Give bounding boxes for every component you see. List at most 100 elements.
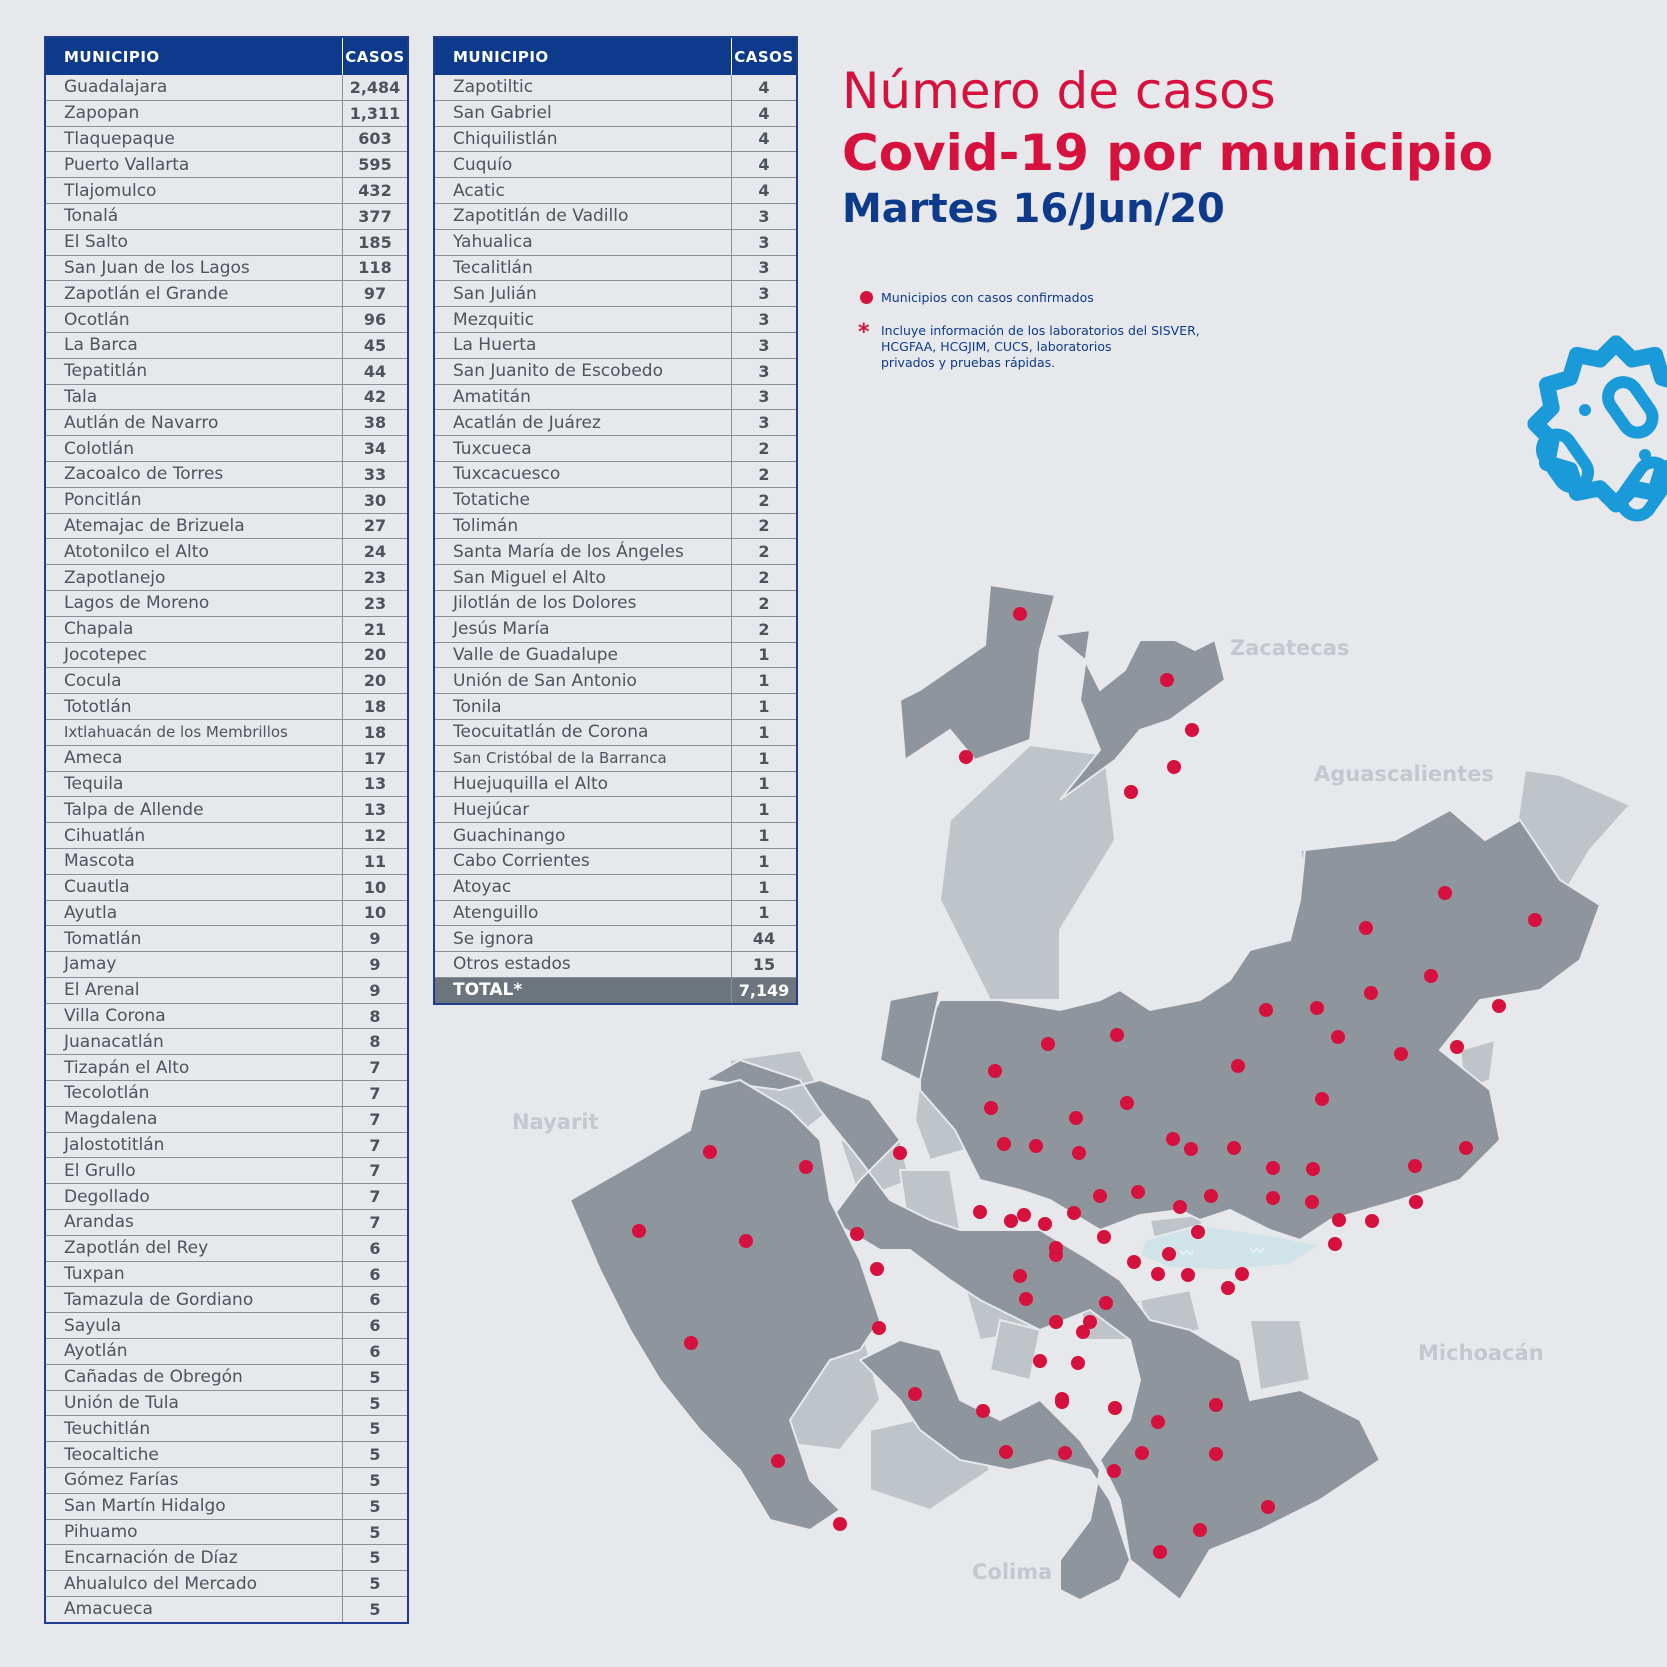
- table-row: San Juan de los Lagos 118: [45, 255, 408, 282]
- case-marker: [1191, 1225, 1205, 1239]
- municipio-cell: Colotlán: [45, 435, 343, 462]
- table-row: Tlajomulco 432: [45, 177, 408, 204]
- case-marker: [1492, 999, 1506, 1013]
- casos-cell: 6: [342, 1338, 408, 1365]
- case-marker: [1131, 1185, 1145, 1199]
- case-marker: [771, 1454, 785, 1468]
- municipio-cell: Tecolotlán: [45, 1080, 343, 1107]
- municipio-cell: Pihuamo: [45, 1519, 343, 1546]
- casos-cell: 2,484: [342, 75, 408, 101]
- casos-cell: 2: [731, 616, 797, 643]
- municipio-cell: Atoyac: [434, 874, 732, 901]
- case-marker: [1331, 1030, 1345, 1044]
- municipio-cell: Santa María de los Ángeles: [434, 538, 732, 566]
- municipio-cell: Atemajac de Brizuela: [45, 513, 343, 540]
- table-row: Valle de Guadalupe 1: [434, 642, 797, 669]
- table-row: San Gabriel 4: [434, 100, 797, 127]
- casos-cell: 6: [342, 1261, 408, 1288]
- table-row: Pihuamo 5: [45, 1519, 408, 1546]
- case-marker: [684, 1336, 698, 1350]
- casos-cell: 5: [342, 1364, 408, 1391]
- municipio-cell: El Salto: [45, 229, 343, 256]
- legend-note: Incluye información de los laboratorios …: [881, 323, 1200, 371]
- municipio-cell: Huejúcar: [434, 796, 732, 824]
- case-marker: [1166, 1132, 1180, 1146]
- table-row: Chapala 21: [45, 616, 408, 643]
- svg-text:〰: 〰: [1180, 1246, 1194, 1262]
- case-marker: [799, 1160, 813, 1174]
- casos-cell: 27: [342, 513, 408, 540]
- table-row: Otros estados 15: [434, 951, 797, 978]
- casos-cell: 13: [342, 796, 408, 824]
- casos-cell: 9: [342, 925, 408, 953]
- table-row: Villa Corona 8: [45, 1003, 408, 1030]
- table-row: Chiquilistlán 4: [434, 126, 797, 153]
- casos-cell: 3: [731, 229, 797, 256]
- case-marker: [908, 1387, 922, 1401]
- cases-table-right: MUNICIPIO CASOS Zapotiltic 4 San Gabriel 4 C…: [433, 36, 798, 1005]
- casos-cell: 12: [342, 822, 408, 849]
- case-marker: [893, 1146, 907, 1160]
- table-row: Tala 42: [45, 384, 408, 411]
- casos-cell: 24: [342, 538, 408, 566]
- case-marker: [1058, 1446, 1072, 1460]
- casos-cell: 7: [342, 1106, 408, 1133]
- case-marker: [1261, 1500, 1275, 1514]
- casos-cell: 1: [731, 771, 797, 798]
- title-line1: Número de casos: [842, 62, 1276, 120]
- case-marker: [1184, 1142, 1198, 1156]
- casos-cell: 1: [731, 822, 797, 849]
- table-row: Cañadas de Obregón 5: [45, 1364, 408, 1391]
- case-marker: [1151, 1267, 1165, 1281]
- total-label: TOTAL*: [434, 977, 732, 1005]
- case-marker: [1193, 1523, 1207, 1537]
- case-marker: [988, 1064, 1002, 1078]
- table-row: Zapotlanejo 23: [45, 564, 408, 591]
- table-row: Amacueca 5: [45, 1596, 408, 1624]
- case-marker: [1099, 1296, 1113, 1310]
- svg-text:〰: 〰: [1250, 1244, 1264, 1260]
- case-marker: [1450, 1040, 1464, 1054]
- municipio-cell: Tuxcueca: [434, 435, 732, 462]
- total-value: 7,149: [731, 977, 797, 1005]
- casos-cell: 9: [342, 951, 408, 978]
- table-row: Tepatitlán 44: [45, 358, 408, 385]
- state-label-zacatecas: Zacatecas: [1230, 636, 1350, 660]
- casos-cell: 8: [342, 1003, 408, 1030]
- casos-cell: 7: [342, 1157, 408, 1185]
- case-marker: [850, 1227, 864, 1241]
- table-row: San Julián 3: [434, 280, 797, 308]
- table-row: Tecalitlán 3: [434, 255, 797, 282]
- municipio-cell: Atenguillo: [434, 900, 732, 927]
- casos-cell: 21: [342, 616, 408, 643]
- casos-cell: 432: [342, 177, 408, 204]
- municipio-cell: Ameca: [45, 745, 343, 772]
- casos-cell: 3: [731, 384, 797, 411]
- case-marker: [959, 750, 973, 764]
- case-marker: [1108, 1401, 1122, 1415]
- municipio-cell: Tizapán el Alto: [45, 1054, 343, 1082]
- casos-cell: 18: [342, 719, 408, 746]
- table-row: Atotonilco el Alto 24: [45, 538, 408, 566]
- case-marker: [1528, 913, 1542, 927]
- table-row: El Arenal 9: [45, 977, 408, 1004]
- casos-cell: 5: [342, 1493, 408, 1520]
- municipio-cell: Teocaltiche: [45, 1441, 343, 1469]
- casos-cell: 5: [342, 1519, 408, 1546]
- municipio-cell: Poncitlán: [45, 487, 343, 514]
- municipio-cell: Zapotlanejo: [45, 564, 343, 591]
- state-label-colima: Colima: [972, 1560, 1053, 1584]
- case-marker: [1067, 1206, 1081, 1220]
- casos-cell: 7: [342, 1080, 408, 1107]
- case-marker: [973, 1205, 987, 1219]
- casos-cell: 185: [342, 229, 408, 256]
- table-row: El Grullo 7: [45, 1157, 408, 1185]
- table-row: Cuquío 4: [434, 151, 797, 179]
- municipio-cell: Se ignora: [434, 925, 732, 953]
- casos-cell: 2: [731, 435, 797, 462]
- table-row: Colotlán 34: [45, 435, 408, 462]
- table-row: Ayutla 10: [45, 900, 408, 927]
- case-marker: [1083, 1315, 1097, 1329]
- virus-icon: [1527, 335, 1667, 522]
- municipio-cell: San Martín Hidalgo: [45, 1493, 343, 1520]
